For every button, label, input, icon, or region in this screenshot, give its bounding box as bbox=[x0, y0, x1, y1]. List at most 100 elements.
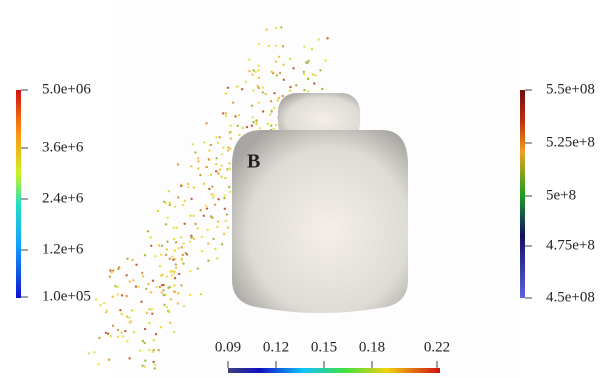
particle bbox=[171, 256, 173, 258]
particle bbox=[174, 249, 176, 251]
particle bbox=[169, 258, 171, 260]
particle bbox=[142, 275, 144, 277]
particle bbox=[182, 204, 184, 206]
particle bbox=[109, 276, 111, 278]
particle bbox=[236, 85, 238, 87]
particle bbox=[305, 61, 307, 63]
particle bbox=[210, 144, 212, 146]
particle bbox=[116, 293, 118, 295]
particle bbox=[126, 295, 128, 297]
particle bbox=[224, 208, 226, 210]
particle bbox=[208, 188, 210, 190]
particle bbox=[312, 73, 314, 75]
particle bbox=[229, 168, 231, 170]
particle bbox=[126, 340, 128, 342]
particle bbox=[144, 342, 146, 344]
particle bbox=[148, 322, 150, 324]
particle bbox=[197, 227, 199, 229]
particle bbox=[168, 311, 170, 313]
particle bbox=[88, 352, 90, 354]
particle bbox=[183, 305, 185, 307]
particle bbox=[161, 291, 163, 293]
particle bbox=[120, 331, 122, 333]
particle bbox=[264, 93, 266, 95]
particle bbox=[163, 304, 165, 306]
particle bbox=[147, 283, 149, 285]
particle bbox=[159, 265, 161, 267]
particle bbox=[154, 367, 156, 369]
particle bbox=[146, 312, 148, 314]
particle bbox=[197, 267, 199, 269]
particle bbox=[128, 357, 130, 359]
particle bbox=[275, 27, 277, 29]
particle bbox=[262, 91, 264, 93]
tick-label: 0.22 bbox=[424, 339, 450, 355]
particle bbox=[192, 143, 194, 145]
particle bbox=[174, 277, 176, 279]
particle bbox=[225, 115, 227, 117]
particle bbox=[303, 71, 305, 73]
particle bbox=[182, 262, 184, 264]
particle bbox=[278, 56, 280, 58]
tick-label: 4.75e+8 bbox=[546, 237, 595, 253]
particle bbox=[276, 74, 278, 76]
particle bbox=[166, 248, 168, 250]
particle bbox=[105, 332, 107, 334]
particle bbox=[112, 269, 114, 271]
particle bbox=[150, 291, 152, 293]
particle bbox=[225, 220, 227, 222]
particle bbox=[208, 149, 210, 151]
particle bbox=[158, 244, 160, 246]
particle bbox=[161, 284, 163, 286]
particle bbox=[223, 197, 225, 199]
particle bbox=[180, 236, 182, 238]
particle bbox=[200, 209, 202, 211]
particle bbox=[132, 279, 134, 281]
particle bbox=[168, 202, 170, 204]
particle bbox=[215, 136, 217, 138]
particle bbox=[221, 243, 223, 245]
particle bbox=[206, 166, 208, 168]
particle bbox=[226, 168, 228, 170]
particle bbox=[313, 82, 315, 84]
particle bbox=[262, 87, 264, 89]
particle bbox=[165, 202, 167, 204]
particle bbox=[282, 95, 284, 97]
particle bbox=[201, 236, 203, 238]
particle bbox=[207, 242, 209, 244]
particle bbox=[177, 163, 179, 165]
tick-label: 1.0e+05 bbox=[42, 288, 91, 304]
particle bbox=[152, 280, 154, 282]
particle bbox=[157, 210, 159, 212]
particle bbox=[215, 170, 217, 172]
particle bbox=[119, 309, 121, 311]
particle bbox=[203, 183, 205, 185]
particle bbox=[145, 288, 147, 290]
particle bbox=[197, 157, 199, 159]
particle bbox=[207, 229, 209, 231]
particle bbox=[187, 183, 189, 185]
tick-label: 4.5e+08 bbox=[546, 289, 595, 305]
particle bbox=[212, 196, 214, 198]
particle bbox=[180, 185, 182, 187]
tick-label: 5.0e+06 bbox=[42, 81, 91, 97]
particle bbox=[303, 45, 305, 47]
particle bbox=[272, 72, 274, 74]
particle bbox=[154, 255, 156, 257]
particle bbox=[103, 302, 105, 304]
particle bbox=[175, 241, 177, 243]
particle bbox=[228, 186, 230, 188]
particle bbox=[121, 294, 123, 296]
particle bbox=[251, 125, 253, 127]
particle bbox=[251, 105, 253, 107]
tick-label: 1.2e+6 bbox=[42, 241, 84, 257]
particle bbox=[175, 263, 177, 265]
particle bbox=[122, 335, 124, 337]
particle bbox=[151, 308, 153, 310]
particle bbox=[238, 114, 240, 116]
particle bbox=[234, 115, 236, 117]
particle bbox=[277, 99, 279, 101]
particle bbox=[173, 270, 175, 272]
particle bbox=[227, 149, 229, 151]
particle bbox=[257, 85, 259, 87]
